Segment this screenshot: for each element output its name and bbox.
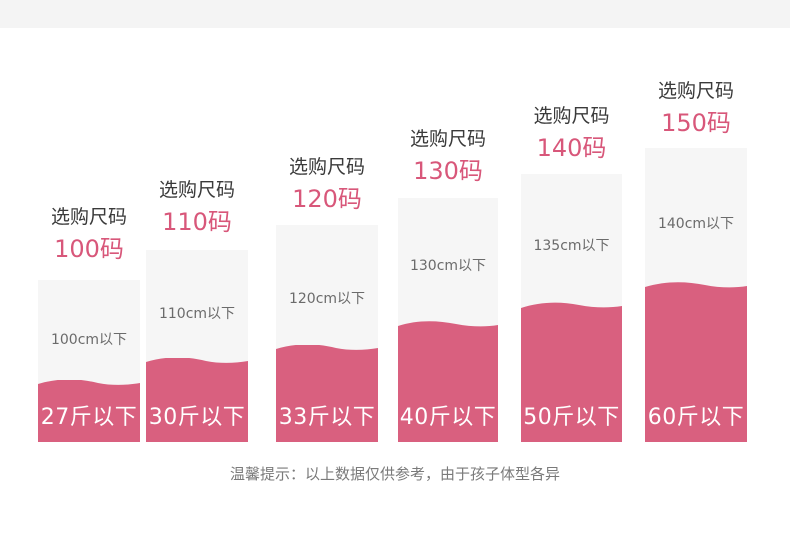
column-size: 100码 [54,235,124,263]
size-column-120: 选购尺码 120码 120cm以下 33斤以下 [276,155,378,442]
size-column-150: 选购尺码 150码 140cm以下 60斤以下 [645,79,747,442]
size-column-100: 选购尺码 100码 100cm以下 27斤以下 [38,205,140,442]
column-height: 120cm以下 [288,291,366,307]
column-fill [398,321,498,442]
column-box: 100cm以下 27斤以下 [38,280,140,442]
column-height: 100cm以下 [50,332,128,348]
column-header: 选购尺码 140码 [521,104,622,164]
size-column-130: 选购尺码 130码 130cm以下 40斤以下 [398,127,498,442]
column-fill [38,380,140,442]
column-label: 选购尺码 [657,80,734,102]
column-label: 选购尺码 [533,105,610,127]
column-weight: 50斤以下 [523,405,620,430]
column-box: 120cm以下 33斤以下 [276,225,378,442]
column-box: 110cm以下 30斤以下 [146,250,248,442]
column-fill [276,345,378,442]
column-height: 130cm以下 [409,258,487,274]
column-height: 135cm以下 [533,238,610,254]
column-box: 135cm以下 50斤以下 [521,174,622,442]
size-column-140: 选购尺码 140码 135cm以下 50斤以下 [521,104,622,442]
column-box: 140cm以下 60斤以下 [645,148,747,442]
column-weight: 30斤以下 [148,405,246,430]
column-height: 110cm以下 [158,306,236,322]
column-size: 150码 [661,109,731,137]
column-header: 选购尺码 120码 [276,155,378,215]
column-weight: 27斤以下 [40,405,138,430]
size-column-110: 选购尺码 110码 110cm以下 30斤以下 [146,178,248,442]
column-header: 选购尺码 110码 [146,178,248,238]
column-fill [521,302,622,442]
tip-note: 温馨提示：以上数据仅供参考，由于孩子体型各异 [229,465,560,483]
column-header: 选购尺码 130码 [398,127,498,187]
column-weight: 40斤以下 [399,405,497,430]
column-weight: 33斤以下 [278,405,376,430]
column-size: 130码 [413,157,483,185]
column-fill [645,282,747,442]
column-height: 140cm以下 [657,216,735,232]
top-band [0,0,790,28]
column-label: 选购尺码 [50,206,127,228]
column-label: 选购尺码 [158,179,235,201]
column-fill [146,358,248,442]
column-size: 140码 [536,134,607,162]
column-header: 选购尺码 100码 [38,205,140,265]
column-box: 130cm以下 40斤以下 [398,198,498,442]
column-label: 选购尺码 [409,128,486,150]
column-size: 110码 [162,208,232,236]
column-weight: 60斤以下 [647,405,745,430]
column-label: 选购尺码 [288,156,365,178]
column-size: 120码 [292,185,362,213]
column-header: 选购尺码 150码 [645,79,747,139]
